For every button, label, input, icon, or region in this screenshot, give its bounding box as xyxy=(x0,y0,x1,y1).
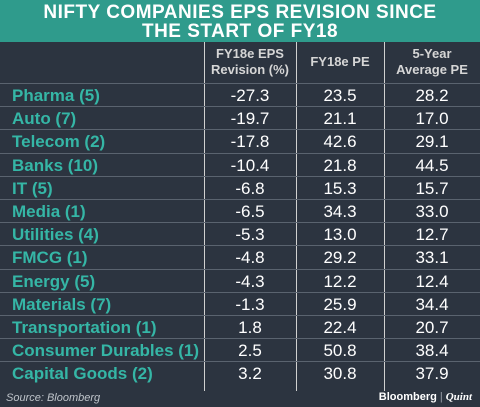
table-row: Pharma (5) -27.3 23.5 28.2 xyxy=(0,84,480,107)
avg-pe-value: 20.7 xyxy=(415,318,449,337)
sector-label: Transportation (1) xyxy=(12,318,157,337)
avg-pe-value: 37.9 xyxy=(415,364,449,384)
table-row: Capital Goods (2) 3.2 30.8 37.9 xyxy=(0,362,480,385)
header-5yr-avg-pe-line2: Average PE xyxy=(396,62,468,77)
fy18e-pe-value: 23.5 xyxy=(323,86,357,105)
fy18e-pe-value: 22.4 xyxy=(323,318,357,337)
eps-revision-value: -17.8 xyxy=(230,132,270,152)
eps-revision-value: -5.3 xyxy=(235,225,265,245)
row-divider xyxy=(0,106,480,108)
row-divider xyxy=(0,152,480,154)
row-divider xyxy=(0,175,480,177)
table-row: Energy (5) -4.3 12.2 12.4 xyxy=(0,270,480,293)
table-row: Media (1) -6.5 34.3 33.0 xyxy=(0,200,480,223)
fy18e-pe-value: 34.3 xyxy=(323,202,357,221)
avg-pe-value: 29.1 xyxy=(415,132,449,152)
eps-revision-value: -10.4 xyxy=(230,155,270,175)
row-divider xyxy=(0,83,480,84)
avg-pe-value: 34.4 xyxy=(415,294,449,314)
column-divider-3 xyxy=(384,42,385,391)
header-eps-revision-line1: FY18e EPS xyxy=(216,46,284,61)
row-divider xyxy=(0,268,480,270)
fy18e-pe-value: 15.3 xyxy=(323,178,357,198)
sector-label: Telecom (2) xyxy=(12,132,106,152)
table-row: Consumer Durables (1) 2.5 50.8 38.4 xyxy=(0,339,480,362)
title-line-1: NIFTY COMPANIES EPS REVISION SINCE xyxy=(43,2,437,23)
table-row: FMCG (1) -4.8 29.2 33.1 xyxy=(0,246,480,269)
row-divider xyxy=(0,129,480,131)
fy18e-pe-value: 30.8 xyxy=(323,364,357,384)
chart-title: NIFTY COMPANIES EPS REVISION SINCE THE S… xyxy=(0,0,480,42)
fy18e-pe-value: 50.8 xyxy=(323,341,357,361)
sector-label: Energy (5) xyxy=(12,271,96,291)
brand-quint: Quint xyxy=(445,391,472,403)
sector-label: Pharma (5) xyxy=(12,86,100,105)
table-row: Utilities (4) -5.3 13.0 12.7 xyxy=(0,223,480,246)
brand-bloomberg: Bloomberg xyxy=(378,391,437,403)
sector-label: FMCG (1) xyxy=(12,248,88,268)
header-5yr-avg-pe: 5-Year Average PE xyxy=(384,46,480,78)
avg-pe-value: 12.4 xyxy=(415,271,449,291)
row-divider xyxy=(0,361,480,363)
brand-separator: | xyxy=(439,391,443,403)
eps-revision-value: 3.2 xyxy=(238,364,262,384)
avg-pe-value: 17.0 xyxy=(415,109,449,129)
column-divider-2 xyxy=(296,42,297,391)
avg-pe-value: 33.1 xyxy=(415,248,449,268)
fy18e-pe-value: 21.1 xyxy=(323,109,357,129)
table-row: IT (5) -6.8 15.3 15.7 xyxy=(0,177,480,200)
eps-revision-value: 1.8 xyxy=(238,318,262,337)
header-5yr-avg-pe-line1: 5-Year xyxy=(412,46,452,61)
header-eps-revision: FY18e EPS Revision (%) xyxy=(204,46,296,78)
fy18e-pe-value: 42.6 xyxy=(323,132,357,152)
eps-revision-value: -27.3 xyxy=(230,86,270,105)
eps-revision-value: -4.8 xyxy=(235,248,265,268)
eps-revision-value: -1.3 xyxy=(235,294,265,314)
eps-revision-value: -6.5 xyxy=(235,202,265,221)
avg-pe-value: 44.5 xyxy=(415,155,449,175)
sector-label: Capital Goods (2) xyxy=(12,364,153,384)
avg-pe-value: 12.7 xyxy=(415,225,449,245)
table-row: Auto (7) -19.7 21.1 17.0 xyxy=(0,107,480,130)
source-note: Source: Bloomberg xyxy=(6,392,101,404)
row-divider xyxy=(0,338,480,340)
sector-label: IT (5) xyxy=(12,178,53,198)
table-header: FY18e EPS Revision (%) FY18e PE 5-Year A… xyxy=(0,42,480,84)
footer: Source: Bloomberg Bloomberg | Quint xyxy=(0,389,480,407)
sector-label: Utilities (4) xyxy=(12,225,99,245)
avg-pe-value: 33.0 xyxy=(415,202,449,221)
eps-revision-value: -4.3 xyxy=(235,271,265,291)
row-divider xyxy=(0,245,480,247)
fy18e-pe-value: 25.9 xyxy=(323,294,357,314)
eps-revision-value: 2.5 xyxy=(238,341,262,361)
column-divider-1 xyxy=(204,42,205,391)
sector-label: Auto (7) xyxy=(12,109,77,129)
fy18e-pe-value: 29.2 xyxy=(323,248,357,268)
sector-label: Media (1) xyxy=(12,202,86,221)
eps-revision-value: -6.8 xyxy=(235,178,265,198)
header-fy18e-pe: FY18e PE xyxy=(310,54,370,69)
table-row: Telecom (2) -17.8 42.6 29.1 xyxy=(0,130,480,153)
row-divider xyxy=(0,199,480,200)
fy18e-pe-value: 13.0 xyxy=(323,225,357,245)
sector-label: Banks (10) xyxy=(12,155,98,175)
avg-pe-value: 28.2 xyxy=(415,86,449,105)
avg-pe-value: 15.7 xyxy=(415,178,449,198)
row-divider xyxy=(0,315,480,316)
table-row: Materials (7) -1.3 25.9 34.4 xyxy=(0,293,480,316)
row-divider xyxy=(0,222,480,224)
brand-logo: Bloomberg | Quint xyxy=(379,391,472,403)
table-row: Banks (10) -10.4 21.8 44.5 xyxy=(0,154,480,177)
title-line-2: THE START OF FY18 xyxy=(141,21,339,42)
fy18e-pe-value: 12.2 xyxy=(323,271,357,291)
sector-label: Consumer Durables (1) xyxy=(12,341,200,361)
avg-pe-value: 38.4 xyxy=(415,341,449,361)
sector-label: Materials (7) xyxy=(12,294,112,314)
row-divider xyxy=(0,291,480,293)
table-row: Transportation (1) 1.8 22.4 20.7 xyxy=(0,316,480,339)
header-eps-revision-line2: Revision (%) xyxy=(210,62,289,77)
eps-revision-value: -19.7 xyxy=(230,109,270,129)
fy18e-pe-value: 21.8 xyxy=(323,155,357,175)
